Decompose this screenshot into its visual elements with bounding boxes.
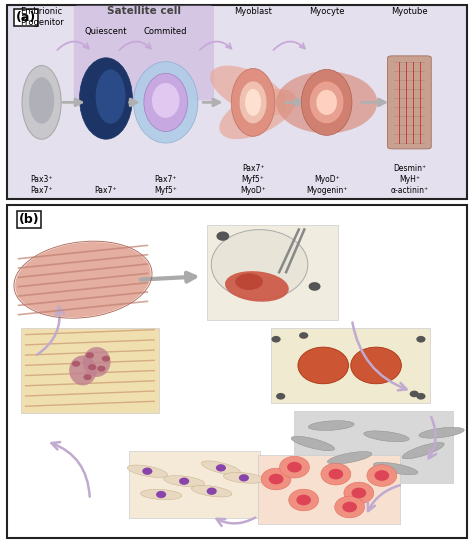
Ellipse shape (280, 456, 310, 478)
Ellipse shape (328, 469, 343, 479)
FancyBboxPatch shape (258, 454, 400, 525)
Ellipse shape (191, 485, 232, 497)
Ellipse shape (216, 464, 226, 472)
Ellipse shape (88, 364, 96, 370)
Ellipse shape (269, 474, 283, 484)
FancyBboxPatch shape (388, 56, 431, 149)
Ellipse shape (367, 465, 397, 486)
FancyBboxPatch shape (294, 411, 453, 483)
Ellipse shape (276, 72, 377, 133)
Text: (a): (a) (15, 11, 36, 24)
Ellipse shape (179, 478, 189, 485)
Ellipse shape (239, 474, 249, 482)
Text: Quiescent: Quiescent (85, 27, 127, 36)
Text: Myocyte: Myocyte (309, 8, 345, 16)
Ellipse shape (342, 502, 357, 512)
FancyBboxPatch shape (7, 5, 467, 199)
Ellipse shape (97, 366, 106, 372)
Text: (b): (b) (18, 213, 39, 226)
Ellipse shape (142, 467, 153, 475)
Ellipse shape (22, 66, 61, 139)
Ellipse shape (201, 461, 240, 475)
Ellipse shape (223, 472, 264, 483)
Circle shape (299, 332, 308, 339)
Ellipse shape (291, 436, 335, 450)
Ellipse shape (86, 352, 94, 358)
Ellipse shape (231, 68, 275, 136)
Ellipse shape (219, 89, 296, 139)
FancyBboxPatch shape (129, 451, 260, 518)
Circle shape (416, 393, 426, 400)
Ellipse shape (210, 66, 287, 116)
Ellipse shape (261, 468, 291, 490)
Ellipse shape (344, 482, 374, 504)
Ellipse shape (239, 81, 267, 124)
Text: Pax3⁺
Pax7⁺: Pax3⁺ Pax7⁺ (30, 175, 53, 195)
Text: Pax7⁺
Myf5⁺
MyoD⁺: Pax7⁺ Myf5⁺ MyoD⁺ (240, 164, 266, 195)
Ellipse shape (316, 90, 337, 115)
Circle shape (298, 347, 348, 384)
Text: Desmin⁺
MyH⁺
α-actinin⁺: Desmin⁺ MyH⁺ α-actinin⁺ (391, 164, 428, 195)
Text: Myotube: Myotube (391, 8, 428, 16)
Text: Pax7⁺
Myf5⁺: Pax7⁺ Myf5⁺ (155, 175, 177, 195)
Ellipse shape (309, 421, 354, 430)
Ellipse shape (301, 69, 352, 135)
Ellipse shape (83, 347, 110, 377)
Ellipse shape (144, 73, 188, 132)
Ellipse shape (134, 62, 198, 143)
Text: MyoD⁺
Myogenin⁺: MyoD⁺ Myogenin⁺ (306, 175, 347, 195)
Ellipse shape (164, 476, 205, 486)
Ellipse shape (140, 489, 182, 500)
Text: Pax7⁺: Pax7⁺ (95, 186, 117, 195)
Circle shape (351, 347, 401, 384)
Ellipse shape (152, 83, 180, 118)
Circle shape (416, 336, 426, 342)
Ellipse shape (83, 374, 91, 380)
Text: Commited: Commited (144, 27, 188, 36)
Ellipse shape (321, 464, 351, 485)
Ellipse shape (287, 462, 302, 472)
Ellipse shape (96, 69, 126, 124)
FancyBboxPatch shape (74, 5, 214, 100)
Ellipse shape (69, 355, 97, 385)
Ellipse shape (156, 491, 166, 498)
Circle shape (272, 336, 281, 342)
Circle shape (211, 230, 308, 300)
Ellipse shape (352, 488, 366, 498)
Circle shape (217, 232, 229, 241)
Ellipse shape (374, 470, 389, 481)
Ellipse shape (128, 465, 167, 477)
Ellipse shape (289, 489, 319, 511)
Circle shape (410, 390, 419, 397)
Ellipse shape (225, 271, 289, 302)
Ellipse shape (335, 496, 365, 518)
Ellipse shape (245, 89, 261, 116)
Text: Myoblast: Myoblast (234, 8, 272, 16)
Ellipse shape (72, 361, 80, 367)
Ellipse shape (310, 81, 344, 124)
Circle shape (276, 393, 285, 400)
Ellipse shape (419, 428, 464, 438)
Ellipse shape (296, 495, 311, 506)
Ellipse shape (207, 488, 217, 495)
FancyBboxPatch shape (7, 205, 467, 538)
Ellipse shape (80, 58, 132, 139)
Text: Embrionic
Progenitor: Embrionic Progenitor (20, 8, 64, 27)
Ellipse shape (102, 355, 110, 361)
FancyBboxPatch shape (21, 328, 159, 413)
Ellipse shape (402, 442, 444, 459)
FancyBboxPatch shape (207, 225, 338, 319)
Ellipse shape (15, 242, 151, 317)
Ellipse shape (364, 431, 409, 442)
Circle shape (309, 282, 320, 291)
Ellipse shape (374, 462, 418, 475)
FancyBboxPatch shape (272, 328, 430, 403)
Ellipse shape (235, 274, 263, 290)
Ellipse shape (29, 77, 54, 124)
Text: Satellite cell: Satellite cell (107, 7, 181, 16)
Ellipse shape (328, 452, 372, 464)
